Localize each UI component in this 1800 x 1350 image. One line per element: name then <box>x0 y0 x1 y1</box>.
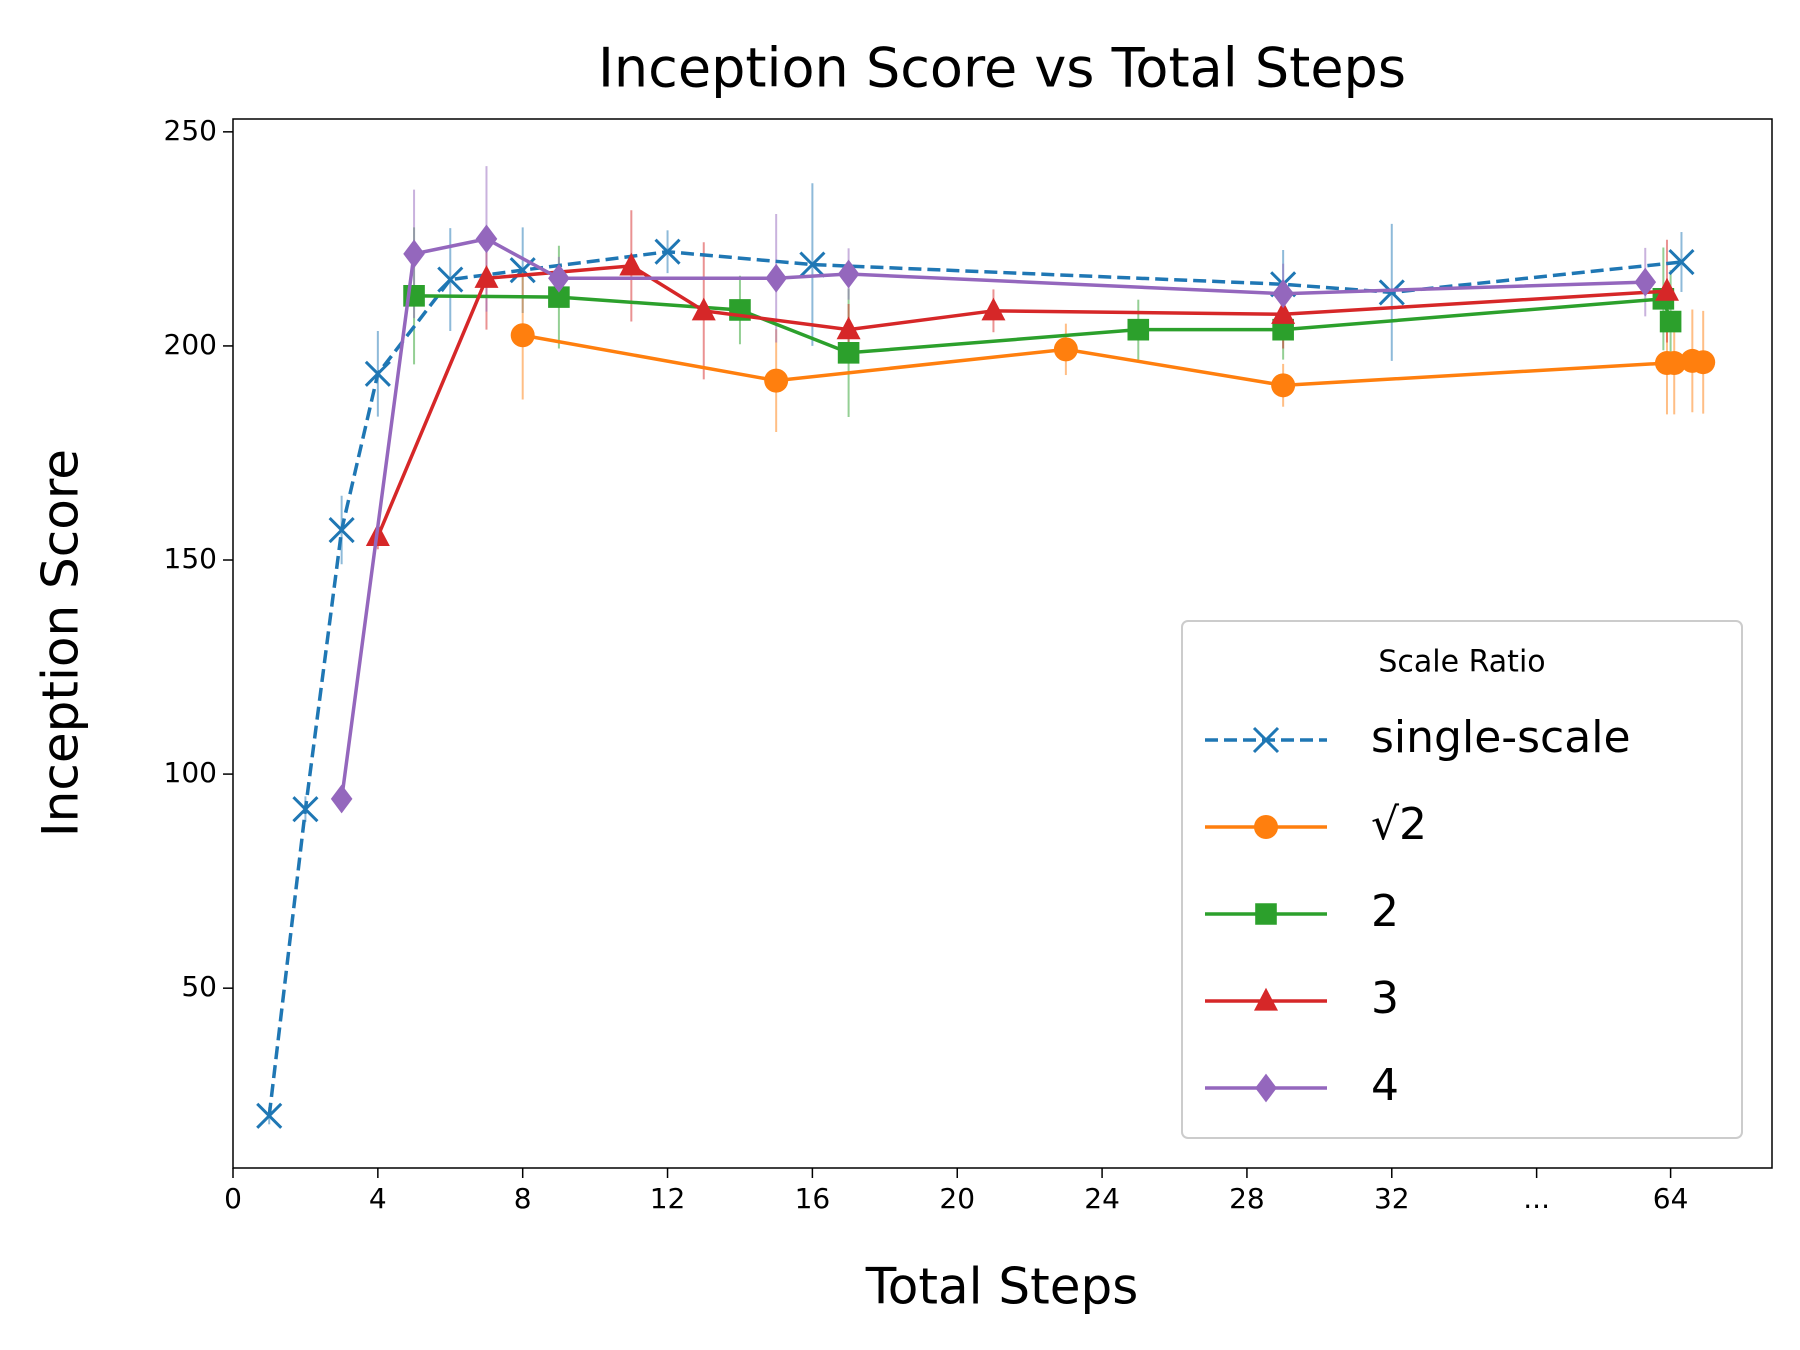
marker <box>474 265 499 288</box>
marker <box>619 252 644 276</box>
plot-frame <box>232 118 1773 1169</box>
marker <box>510 323 535 348</box>
y-tick-label: 200 <box>164 328 217 361</box>
marker <box>1378 279 1405 306</box>
marker <box>1255 903 1277 925</box>
marker <box>1255 1073 1277 1103</box>
marker <box>1634 267 1657 297</box>
legend-label: 4 <box>1371 1060 1399 1111</box>
marker <box>1254 987 1278 1011</box>
marker <box>1271 373 1296 398</box>
marker <box>1053 337 1078 362</box>
y-axis-label: Inception Score <box>32 449 90 837</box>
plot-area <box>256 166 1716 1129</box>
x-tick-label: 32 <box>1374 1182 1410 1215</box>
y-tick-label: 50 <box>181 970 217 1003</box>
series-line <box>414 294 1673 355</box>
legend-title: Scale Ratio <box>1378 645 1545 680</box>
marker <box>328 516 355 544</box>
marker <box>1691 350 1716 375</box>
marker <box>1127 318 1150 341</box>
marker <box>1659 310 1682 333</box>
y-tick-label: 250 <box>164 114 217 147</box>
legend-label: single-scale <box>1371 712 1631 763</box>
legend-box <box>1181 620 1743 1139</box>
y-tick-label: 150 <box>164 542 217 575</box>
marker <box>1662 351 1687 376</box>
x-tick-label: 24 <box>1084 1182 1120 1215</box>
x-tick-label: 16 <box>795 1182 831 1215</box>
marker <box>256 1102 283 1129</box>
x-tick-label: 4 <box>369 1182 387 1215</box>
chart-title: Inception Score vs Total Steps <box>598 37 1406 100</box>
marker <box>1272 279 1294 309</box>
marker <box>330 784 353 814</box>
y-tick-label: 100 <box>164 756 217 789</box>
marker <box>292 796 319 823</box>
marker <box>799 251 826 278</box>
marker <box>691 297 716 321</box>
marker <box>1272 318 1294 341</box>
marker <box>1252 726 1280 754</box>
marker <box>475 224 498 254</box>
marker <box>836 316 861 340</box>
marker <box>654 238 681 265</box>
marker <box>1654 277 1679 301</box>
x-tick-label: 12 <box>650 1182 686 1215</box>
x-axis-label: Total Steps <box>865 1258 1139 1316</box>
x-tick-label: 0 <box>224 1182 242 1215</box>
marker <box>437 266 464 293</box>
marker <box>837 259 860 289</box>
x-tick-label: 20 <box>939 1182 975 1215</box>
marker <box>837 341 860 364</box>
x-tick-label: 8 <box>514 1182 532 1215</box>
marker <box>364 360 391 387</box>
x-tick-label: 64 <box>1653 1182 1689 1215</box>
series-line <box>376 264 1668 538</box>
x-tick-label: 28 <box>1229 1182 1265 1215</box>
legend-label: √2 <box>1371 799 1427 850</box>
marker <box>765 263 787 293</box>
marker <box>1271 301 1296 324</box>
marker <box>764 368 789 393</box>
marker <box>981 297 1006 321</box>
marker <box>548 263 570 293</box>
legend-label: 3 <box>1371 973 1399 1024</box>
series-line <box>339 237 1646 800</box>
marker <box>1668 248 1695 276</box>
x-tick-label: ... <box>1523 1182 1550 1215</box>
marker <box>548 286 570 308</box>
marker <box>403 239 425 269</box>
marker <box>1254 815 1278 839</box>
legend: Scale Ratio single-scale √2 2 3 4 <box>1181 620 1743 1139</box>
series-line <box>522 333 1704 388</box>
legend-label: 2 <box>1371 886 1399 937</box>
